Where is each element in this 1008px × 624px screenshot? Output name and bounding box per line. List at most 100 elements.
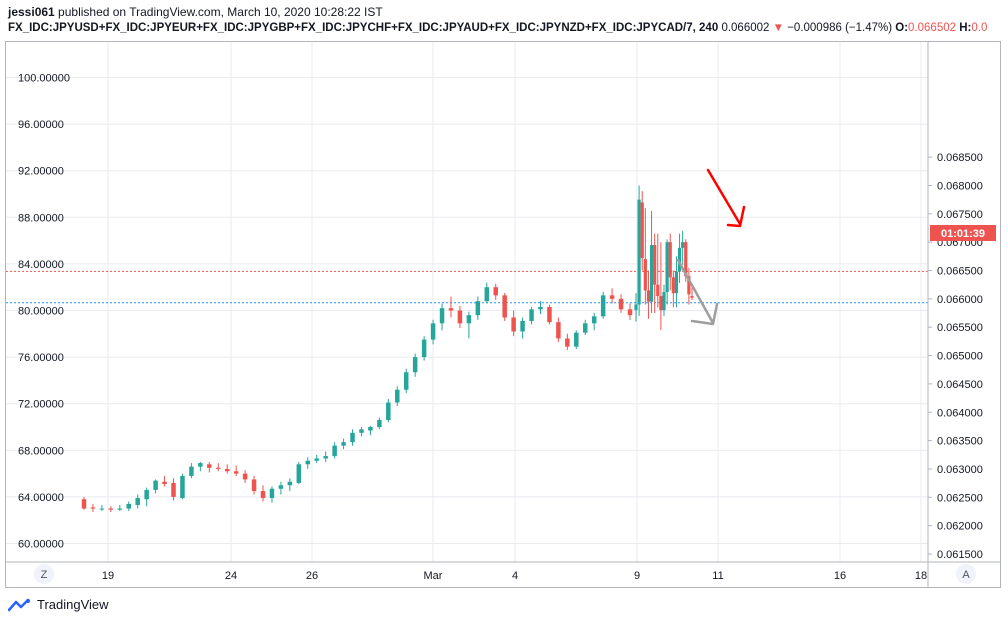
candles [81, 185, 694, 513]
candle [242, 470, 248, 483]
candle-body [377, 420, 382, 427]
candle-body [126, 503, 132, 509]
publish-info: jessi061 published on TradingView.com, M… [8, 5, 383, 19]
left-axis-label: 60.00000 [18, 539, 64, 551]
candle [511, 310, 516, 337]
right-price-axis[interactable]: 0.061500 0.062000 0.062500 0.063000 0.063500… [928, 152, 983, 561]
candle [189, 463, 194, 479]
candle-body [665, 242, 669, 293]
left-axis-label: 84.00000 [18, 259, 64, 271]
candle [207, 461, 212, 473]
candle-body [180, 475, 185, 499]
a-button-bg[interactable] [956, 564, 976, 584]
time-axis[interactable]: 19 24 26 Mar 4 9 11 16 18 [102, 570, 927, 582]
candle [618, 294, 624, 313]
footer-brand-text: TradingView [37, 597, 109, 612]
candle-body [386, 402, 391, 421]
footer-brand[interactable]: TradingView [8, 597, 109, 612]
candle-body [216, 467, 221, 469]
z-button[interactable]: Z [34, 564, 54, 584]
left-axis-label: 80.00000 [18, 306, 64, 318]
candle [90, 503, 96, 513]
candle [484, 282, 490, 304]
candle-body [600, 295, 606, 317]
open-value: 0.066502 [908, 22, 957, 34]
candle [690, 287, 694, 300]
candle-body [659, 296, 663, 311]
a-button[interactable]: A [956, 564, 976, 584]
candle-body [684, 242, 688, 277]
candle-body [287, 481, 293, 486]
right-axis-label: 0.061500 [937, 549, 983, 561]
z-button-bg[interactable] [34, 564, 54, 584]
high-label: H: [959, 22, 972, 34]
time-axis-label: Mar [424, 570, 443, 582]
candle-body [395, 389, 400, 403]
a-button-label[interactable]: A [962, 569, 970, 581]
price-lines [6, 270, 928, 304]
left-axis-label: 64.00000 [18, 492, 64, 504]
time-axis-label: 4 [512, 570, 518, 582]
candle [117, 505, 123, 511]
candle [323, 451, 328, 462]
candle [287, 478, 293, 492]
right-axis-label: 0.064500 [937, 379, 983, 391]
candle-body [687, 276, 691, 295]
right-axis-label: 0.068500 [937, 152, 983, 164]
z-button-label[interactable]: Z [41, 569, 48, 581]
candle-body [640, 202, 644, 259]
price-tag-bg [930, 225, 996, 241]
left-axis-label: 88.00000 [18, 212, 64, 224]
candle [448, 296, 454, 318]
candle-body [656, 284, 660, 297]
candle-body [591, 316, 597, 324]
right-axis-label: 0.066000 [937, 294, 983, 306]
symbol-title: FX_IDC:JPYUSD+FX_IDC:JPYEUR+FX_IDC:JPYGB… [8, 22, 719, 34]
right-axis-label: 0.063000 [937, 464, 983, 476]
high-value: 0.0 [971, 22, 988, 34]
candle-body [368, 427, 373, 431]
candlestick-chart[interactable]: 60.00000 64.00000 68.00000 72.00000 76.00000… [6, 42, 1000, 587]
change-value: −0.000986 (−1.47%) [787, 22, 893, 34]
candle [520, 317, 525, 339]
candle-body [403, 372, 409, 390]
candle [403, 368, 409, 394]
chart-container[interactable]: 60.00000 64.00000 68.00000 72.00000 76.00000… [5, 41, 1001, 588]
price-tag-text: 01:01:39 [941, 228, 985, 240]
candle-body [144, 489, 149, 500]
candle-body [207, 464, 212, 468]
candle [251, 475, 257, 495]
candle-body [574, 332, 579, 347]
candle [412, 353, 418, 377]
candle [144, 487, 149, 507]
candle-body [117, 508, 123, 510]
candle [359, 427, 364, 437]
candle-body [278, 485, 284, 489]
candle [332, 442, 337, 459]
candle [646, 270, 651, 319]
author-name[interactable]: jessi061 [8, 5, 55, 19]
candle [662, 284, 666, 316]
candle-body [475, 301, 481, 316]
candle [574, 330, 579, 349]
candle [475, 296, 481, 320]
candle-body [690, 296, 694, 298]
candle-body [81, 499, 87, 509]
candle [591, 312, 597, 331]
candle [368, 425, 373, 436]
candle-body [565, 338, 570, 347]
candle-body [233, 471, 239, 474]
candle [659, 242, 663, 331]
candle-body [260, 491, 266, 499]
right-axis-label: 0.067500 [937, 209, 983, 221]
grey-arrow-head [690, 302, 719, 326]
red-arrow-shaft [706, 168, 742, 226]
right-axis-label: 0.063500 [937, 436, 983, 448]
candle-body [198, 463, 203, 467]
left-price-axis[interactable]: 60.00000 64.00000 68.00000 72.00000 76.00000… [18, 73, 70, 551]
candle [377, 417, 382, 430]
candle [547, 304, 552, 325]
left-axis-label: 92.00000 [18, 166, 64, 178]
candle-body [618, 298, 624, 310]
tradingview-logo-icon [8, 598, 30, 611]
